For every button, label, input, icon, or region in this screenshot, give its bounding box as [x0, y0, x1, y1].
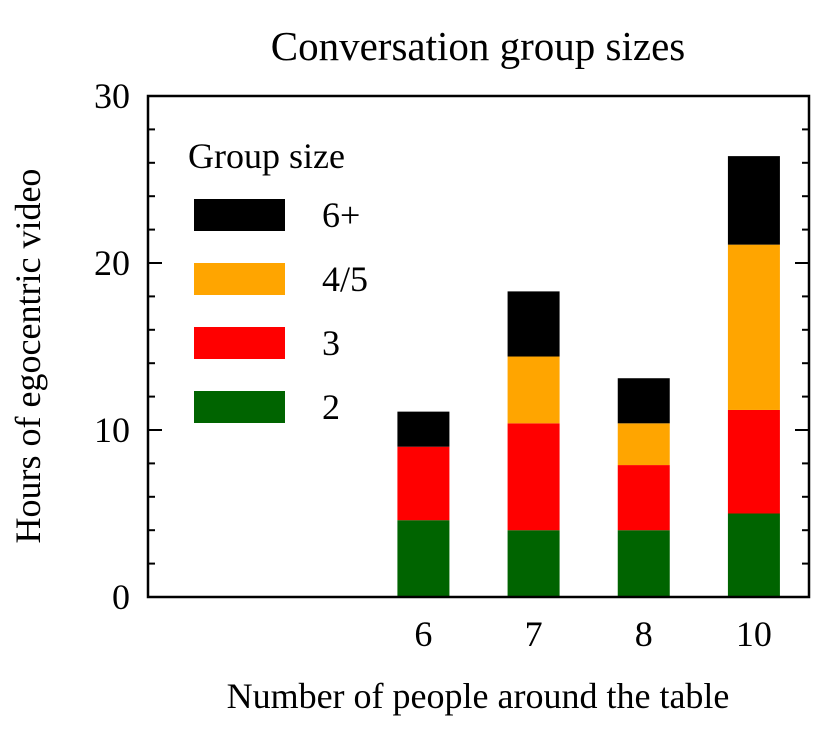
legend-label: 3: [322, 323, 340, 363]
y-tick-label: 0: [112, 577, 130, 617]
x-tick-label: 10: [736, 614, 772, 654]
plot-frame: [146, 94, 811, 599]
bar-8-3: [617, 465, 670, 531]
y-tick-label: 30: [94, 76, 130, 116]
x-tick-label: 7: [525, 614, 543, 654]
y-tick-label: 10: [94, 410, 130, 450]
x-axis-label: Number of people around the table: [227, 676, 730, 716]
legend-swatch: [194, 327, 285, 359]
legend-swatch: [194, 391, 285, 423]
legend-label: 6+: [322, 195, 360, 235]
legend-swatch: [194, 199, 285, 231]
bar-8-4-5: [617, 423, 670, 466]
bar-7-3: [507, 423, 560, 531]
x-tick-label: 6: [414, 614, 432, 654]
bar-6-3: [397, 446, 450, 521]
bars-group: [397, 156, 780, 597]
legend-title: Group size: [188, 136, 345, 176]
bar-8-2: [617, 530, 670, 597]
bar-10-2: [727, 513, 780, 597]
bar-6-6-: [397, 411, 450, 447]
bar-6-2: [397, 520, 450, 597]
y-tick-label: 20: [94, 243, 130, 283]
bar-7-2: [507, 530, 560, 597]
bar-10-3: [727, 409, 780, 514]
bar-7-4-5: [507, 356, 560, 424]
x-tick-label: 8: [635, 614, 653, 654]
bar-10-6-: [727, 156, 780, 245]
legend-label: 2: [322, 387, 340, 427]
y-axis-label: Hours of egocentric video: [8, 169, 48, 544]
legend-swatch: [194, 263, 285, 295]
bar-10-4-5: [727, 244, 780, 410]
legend: Group size 6+ 4/5 3 2: [188, 136, 368, 427]
bar-8-6-: [617, 378, 670, 424]
chart-title: Conversation group sizes: [271, 23, 685, 69]
ticks-group: 6 7 8 10 0 10 20 30: [94, 76, 809, 654]
legend-label: 4/5: [322, 259, 368, 299]
bar-7-6-: [507, 291, 560, 357]
